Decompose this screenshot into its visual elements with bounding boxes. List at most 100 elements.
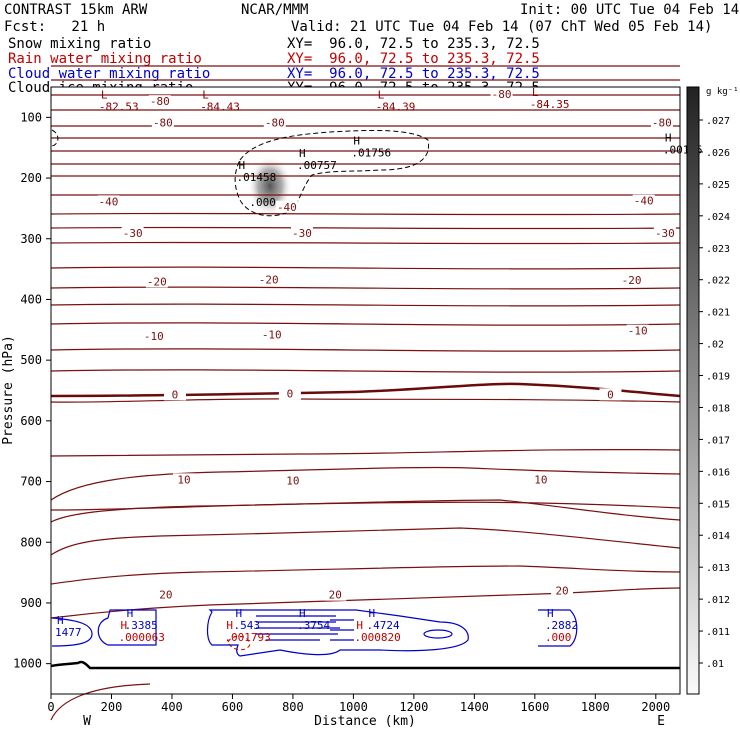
x-axis-title: Distance (km): [314, 714, 416, 729]
colorbar-tick-label: .019: [706, 372, 730, 383]
temperature-contour-line: [50, 448, 681, 457]
extremum-marker: H: [665, 132, 672, 145]
extremum-marker: L: [202, 89, 209, 102]
colorbar-unit: g kg⁻¹: [706, 87, 739, 97]
temperature-contour-label: -30: [123, 227, 143, 240]
valid-time: Valid: 21 UTC Tue 04 Feb 14 (07 ChT Wed …: [291, 19, 713, 35]
extremum-value: -84.35: [530, 98, 570, 111]
contour-label-bg: [290, 226, 313, 239]
extremum-marker: H: [353, 135, 360, 148]
contour-label-bg: [626, 324, 649, 337]
colorbar-tick-label: .015: [706, 499, 730, 510]
x-tick-label: 1800: [581, 700, 610, 714]
extremum-value: .000820: [354, 631, 400, 644]
extremum-marker: H: [226, 619, 233, 632]
contour-label-bg: [599, 388, 622, 401]
y-tick-label: 100: [20, 110, 42, 124]
temperature-contour-label: -80: [492, 88, 512, 101]
model-title: CONTRAST 15km ARW: [4, 2, 148, 18]
temperature-contour-label: -80: [150, 95, 170, 108]
extremum-value: -82.53: [99, 101, 139, 114]
extremum-marker: H: [369, 607, 376, 620]
contour-label-bg: [148, 95, 171, 108]
temperature-contour-line: [50, 212, 681, 216]
colorbar-gradient: [686, 86, 700, 695]
extremum-value: .543: [233, 619, 260, 632]
y-tick-label: 400: [20, 292, 42, 306]
contour-label-bg: [620, 274, 643, 287]
west-label: W: [83, 714, 91, 729]
extremum-value: .000063: [119, 631, 165, 644]
forecast-hour: Fcst: 21 h: [4, 19, 106, 35]
init-time: Init: 00 UTC Tue 04 Feb 14: [520, 2, 740, 18]
colorbar-tick-label: .026: [706, 148, 730, 159]
y-tick-label: 500: [20, 353, 42, 367]
temperature-contour-line: [50, 683, 151, 721]
extremum-value: .01756: [351, 147, 391, 160]
colorbar-tick-label: .016: [706, 467, 730, 478]
temperature-contour-label: -10: [144, 330, 164, 343]
temperature-contour-label: -30: [292, 227, 312, 240]
x-tick-label: 0: [47, 700, 54, 714]
temperature-contour-line: [50, 398, 681, 403]
extremum-marker: H: [299, 147, 306, 160]
temperature-contour-label: 20: [159, 589, 172, 602]
rain-water-contour: [227, 635, 251, 651]
temperature-contours: [50, 65, 681, 721]
colorbar-tick-label: .012: [706, 595, 730, 606]
temperature-contour-label: 0: [607, 388, 614, 401]
contour-label-bg: [324, 588, 347, 601]
y-axis: 100 200 300 400 500 600 700 800 900 1000: [13, 110, 51, 671]
temperature-contour-label: -40: [634, 195, 654, 208]
y-tick-label: 900: [20, 596, 42, 610]
cloud-ice-contour: [234, 129, 430, 217]
y-tick-label: 600: [20, 414, 42, 428]
contour-label-bg: [145, 275, 168, 288]
temperature-contour-line: [50, 303, 681, 307]
temperature-contour-line: [50, 499, 681, 523]
contour-label-bg: [121, 226, 144, 239]
contour-label-bg: [551, 584, 574, 597]
contour-label-bg: [257, 273, 280, 286]
contour-label-bg: [281, 474, 304, 487]
extremum-value: .3385: [125, 619, 158, 632]
colorbar-tick-label: .023: [706, 244, 730, 255]
colorbar-tick-label: .021: [706, 308, 730, 319]
field-name-cloud-water: Cloud water mixing ratio: [8, 66, 211, 82]
field-xy-rain: XY= 96.0, 72.5 to 235.3, 72.5: [287, 51, 540, 67]
colorbar-tick-label: .024: [706, 212, 730, 223]
temperature-contour-label: -10: [628, 325, 648, 338]
temperature-contour-label: -80: [265, 116, 285, 129]
colorbar-tick-label: .01: [706, 659, 724, 670]
extremum-marker: H: [238, 159, 245, 172]
contour-label-bg: [529, 473, 552, 486]
contour-label-bg: [260, 328, 283, 341]
temperature-contour-label: -80: [652, 116, 672, 129]
extremum-value: .01458: [236, 171, 276, 184]
temperature-contour-label: -40: [99, 195, 119, 208]
contour-label-bg: [154, 588, 177, 601]
y-tick-label: 200: [20, 171, 42, 185]
y-tick-label: 800: [20, 535, 42, 549]
temperature-contour-line: [50, 587, 681, 619]
x-tick-label: 1600: [520, 700, 549, 714]
colorbar-tick-label: .011: [706, 627, 730, 638]
temperature-contour-label: -80: [153, 116, 173, 129]
extremum-value: .4724: [367, 619, 400, 632]
temperature-contour-label: 0: [172, 388, 179, 401]
contour-label-bg: [650, 116, 673, 129]
x-tick-label: 600: [222, 700, 244, 714]
colorbar-tick-label: .022: [706, 276, 730, 287]
extremum-marker: H: [57, 614, 64, 627]
temperature-contour-line: [50, 286, 681, 290]
x-tick-label: 1400: [460, 700, 489, 714]
cloud-ice-contour-small: [51, 129, 59, 147]
contour-label-bg: [151, 116, 174, 129]
x-tick-label: 2000: [641, 700, 670, 714]
contour-label-bg: [490, 87, 513, 100]
cloud-water-contours: [51, 609, 578, 657]
contour-label-bg: [632, 194, 655, 207]
temperature-contour-label: -20: [147, 275, 167, 288]
contour-value-label: .000: [249, 196, 276, 209]
